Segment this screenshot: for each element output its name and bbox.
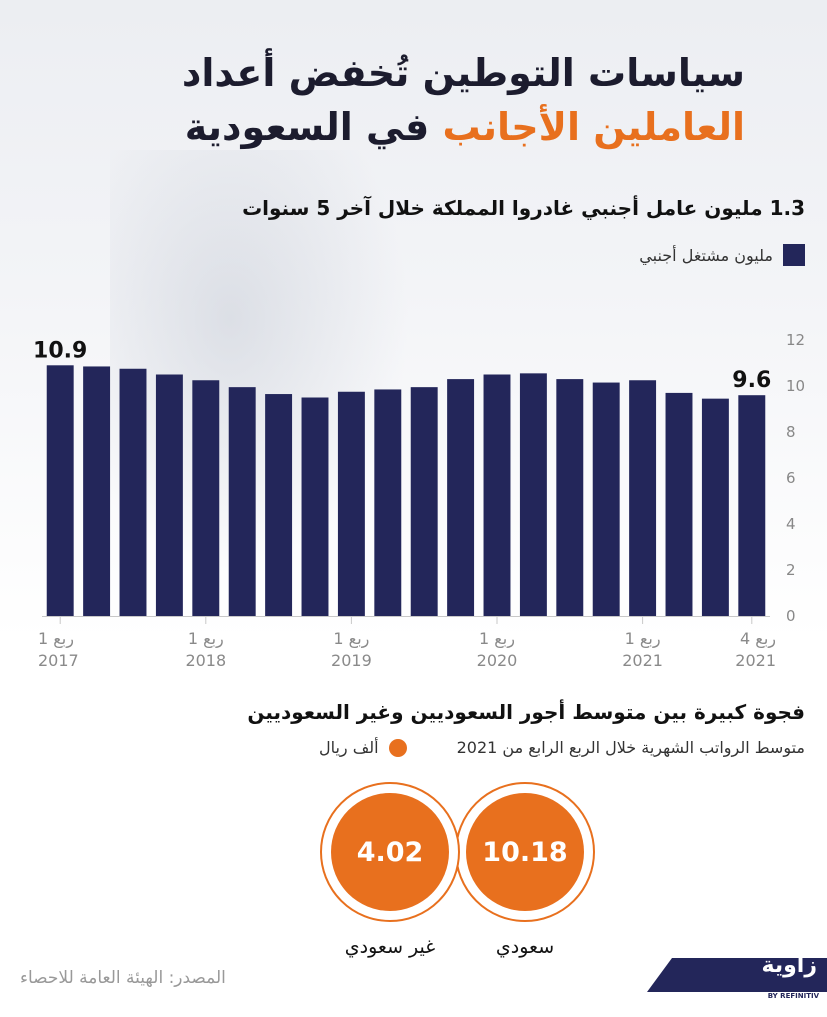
bar	[701, 398, 729, 616]
x-tick-year: 2020	[477, 651, 518, 670]
bar	[46, 365, 74, 616]
bar	[738, 395, 766, 616]
x-tick-quarter: ربع 4	[740, 629, 776, 649]
x-tick-quarter: ربع 1	[479, 629, 515, 649]
bar	[447, 379, 475, 616]
title-line1: سياسات التوطين تُخفض أعداد	[181, 51, 745, 95]
title-accent: العاملين الأجانب	[442, 105, 745, 149]
data-label: 10.9	[33, 338, 87, 363]
data-label: 9.6	[732, 368, 771, 393]
bar	[629, 380, 657, 616]
wage-value-non-saudi: 4.02	[331, 793, 449, 911]
wages-legend: متوسط الرواتب الشهرية خلال الربع الرابع …	[319, 738, 805, 757]
legend-swatch	[783, 244, 805, 266]
x-tick-quarter: ربع 1	[188, 629, 224, 649]
bar	[119, 368, 147, 616]
y-tick-label: 10	[786, 377, 805, 395]
x-tick-year: 2018	[185, 651, 226, 670]
wage-ring: 10.18	[455, 782, 595, 922]
x-tick-year: 2017	[38, 651, 79, 670]
wage-circle-saudi: 10.18 سعودي	[455, 782, 595, 958]
x-tick-quarter: ربع 1	[333, 629, 369, 649]
logo-sub: BY REFINITIV	[767, 992, 819, 1000]
y-tick-label: 6	[786, 469, 796, 487]
wages-dot	[388, 738, 407, 757]
wages-title: فجوة كبيرة بين متوسط أجور السعوديين وغير…	[247, 700, 805, 724]
x-tick-quarter: ربع 1	[38, 629, 74, 649]
chart-subtitle: 1.3 مليون عامل أجنبي غادروا المملكة خلال…	[242, 196, 805, 220]
logo-name: زاوية	[761, 953, 817, 978]
wages-subtitle: متوسط الرواتب الشهرية خلال الربع الرابع …	[456, 738, 805, 757]
bar	[483, 374, 511, 616]
wages-unit: ألف ريال	[318, 738, 379, 757]
bar	[265, 394, 293, 616]
legend-label: مليون مشتغل أجنبي	[639, 245, 773, 265]
bar	[519, 373, 547, 616]
bar	[337, 391, 365, 616]
y-tick-label: 12	[786, 331, 805, 349]
bar	[83, 366, 111, 616]
bar-chart: 0 2 4 6 8 10 12 ربع 1 2017 ربع 1 2018 ربع 1 2019 ربع …	[33, 331, 805, 670]
bar	[556, 379, 584, 616]
y-tick-label: 8	[786, 423, 796, 441]
bar	[374, 389, 402, 616]
wage-value-saudi: 10.18	[466, 793, 584, 911]
bar	[410, 387, 438, 616]
source-note: المصدر: الهيئة العامة للاحصاء	[20, 968, 226, 988]
title-line2-rest: في السعودية	[184, 105, 443, 149]
bar	[228, 387, 256, 616]
chart-legend: مليون مشتغل أجنبي	[639, 244, 805, 266]
bar	[192, 380, 220, 616]
bar	[301, 397, 329, 616]
x-tick-year: 2019	[331, 651, 372, 670]
bar	[155, 374, 183, 616]
bar	[592, 382, 620, 616]
bar	[665, 392, 693, 616]
x-tick-year: 2021	[622, 651, 663, 670]
page-title: سياسات التوطين تُخفض أعداد العاملين الأج…	[105, 46, 745, 154]
y-tick-label: 0	[786, 607, 796, 625]
wage-ring: 4.02	[320, 782, 460, 922]
wage-circle-non-saudi: 4.02 غير سعودي	[320, 782, 460, 958]
y-tick-label: 2	[786, 561, 796, 579]
x-tick-quarter: ربع 1	[625, 629, 661, 649]
x-tick-year: 2021	[735, 651, 776, 670]
wage-label-non-saudi: غير سعودي	[344, 936, 436, 958]
wage-label-saudi: سعودي	[495, 936, 555, 958]
zawya-logo	[647, 958, 827, 992]
y-tick-label: 4	[786, 515, 796, 533]
